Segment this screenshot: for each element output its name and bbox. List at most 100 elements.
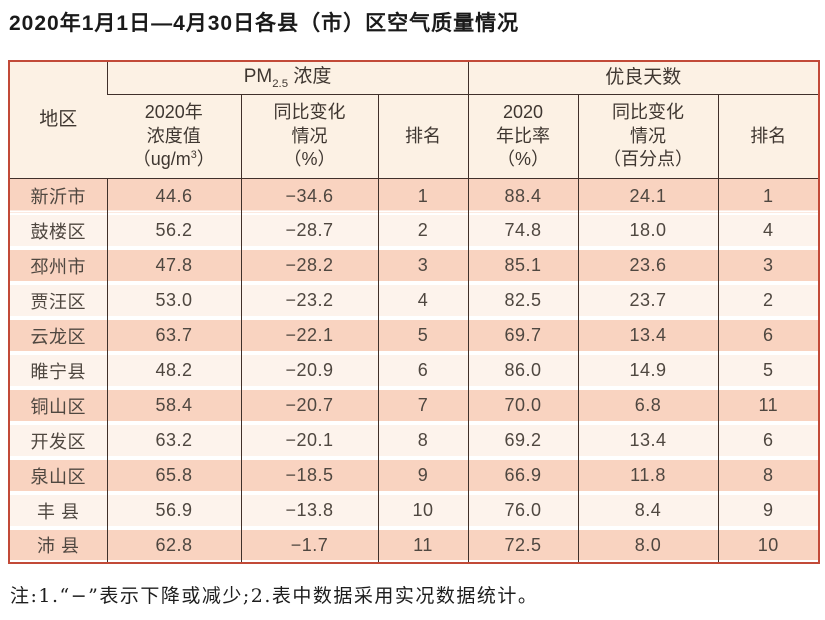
- pm-value-cell: 65.8: [106, 458, 241, 494]
- table-row: 邳州市 47.8 −28.2 3 85.1 23.6 3: [9, 248, 820, 284]
- pm-value-cell: 56.9: [106, 493, 241, 529]
- good-rate-cell: 85.1: [467, 248, 579, 284]
- good-rank-cell: 6: [717, 423, 820, 459]
- region-cell: 泉山区: [9, 458, 107, 494]
- table-header: 地区 PM2.5 浓度 优良天数 2020年 浓度值 （ug/m3） 同比变化 …: [9, 61, 820, 179]
- pm-change-cell: −18.5: [240, 458, 378, 494]
- pm-rank-cell: 7: [377, 388, 469, 424]
- header-pm-value: 2020年 浓度值 （ug/m3）: [107, 94, 241, 179]
- pm-change-cell: −34.6: [240, 178, 378, 214]
- good-change-cell: 23.7: [577, 283, 719, 319]
- pm-value-cell: 58.4: [106, 388, 241, 424]
- table-row: 泉山区 65.8 −18.5 9 66.9 11.8 8: [9, 458, 820, 494]
- pm-change-cell: −28.7: [240, 213, 378, 249]
- header-group-good-days: 优良天数: [467, 61, 820, 95]
- good-change-cell: 11.8: [577, 458, 719, 494]
- pm25-label: PM2.5 浓度: [243, 65, 332, 90]
- pm-value-cell: 48.2: [106, 353, 241, 389]
- pm-value-cell: 62.8: [106, 528, 241, 564]
- pm-change-cell: −23.2: [240, 283, 378, 319]
- good-rate-cell: 82.5: [467, 283, 579, 319]
- pm-value-cell: 63.7: [106, 318, 241, 354]
- header-group-pm25: PM2.5 浓度: [106, 61, 469, 95]
- table-row: 沛 县 62.8 −1.7 11 72.5 8.0 10: [9, 528, 820, 564]
- good-rate-cell: 72.5: [467, 528, 579, 564]
- pm-rank-cell: 11: [377, 528, 469, 564]
- region-cell: 睢宁县: [9, 353, 107, 389]
- good-change-cell: 13.4: [577, 318, 719, 354]
- pm-rank-cell: 9: [377, 458, 469, 494]
- good-rate-cell: 86.0: [467, 353, 579, 389]
- table-row: 铜山区 58.4 −20.7 7 70.0 6.8 11: [9, 388, 820, 424]
- good-rate-cell: 88.4: [467, 178, 579, 214]
- region-cell: 新沂市: [9, 178, 107, 214]
- header-pm-value-unit: （ug/m3）: [132, 148, 215, 169]
- good-change-cell: 18.0: [577, 213, 719, 249]
- region-cell: 铜山区: [9, 388, 107, 424]
- pm-value-cell: 47.8: [106, 248, 241, 284]
- header-pm-change: 同比变化 情况 （%）: [240, 94, 378, 179]
- header-sub-row: 2020年 浓度值 （ug/m3） 同比变化 情况 （%） 排名 2020 年比…: [9, 94, 820, 179]
- pm-rank-cell: 2: [377, 213, 469, 249]
- footnote: 注:1.“−”表示下降或减少;2.表中数据采用实况数据统计。: [10, 585, 539, 608]
- region-cell: 云龙区: [9, 318, 107, 354]
- pm-rank-cell: 6: [377, 353, 469, 389]
- region-cell: 沛 县: [9, 528, 107, 564]
- header-region: 地区: [9, 61, 107, 179]
- pm-value-cell: 56.2: [106, 213, 241, 249]
- good-rank-cell: 10: [717, 528, 820, 564]
- table-row: 开发区 63.2 −20.1 8 69.2 13.4 6: [9, 423, 820, 459]
- pm-rank-cell: 5: [377, 318, 469, 354]
- region-cell: 开发区: [9, 423, 107, 459]
- good-rate-cell: 74.8: [467, 213, 579, 249]
- good-rank-cell: 9: [717, 493, 820, 529]
- good-change-cell: 23.6: [577, 248, 719, 284]
- good-rate-cell: 69.7: [467, 318, 579, 354]
- table-row: 睢宁县 48.2 −20.9 6 86.0 14.9 5: [9, 353, 820, 389]
- region-cell: 邳州市: [9, 248, 107, 284]
- pm-value-cell: 53.0: [106, 283, 241, 319]
- good-change-cell: 8.4: [577, 493, 719, 529]
- good-change-cell: 13.4: [577, 423, 719, 459]
- good-rank-cell: 8: [717, 458, 820, 494]
- header-group-row: 地区 PM2.5 浓度 优良天数: [9, 61, 820, 179]
- table-body: 新沂市 44.6 −34.6 1 88.4 24.1 1 鼓楼区 56.2 −28.7 2 74.8 1…: [9, 178, 820, 564]
- good-rank-cell: 2: [717, 283, 820, 319]
- pm-value-cell: 63.2: [106, 423, 241, 459]
- pm-rank-cell: 4: [377, 283, 469, 319]
- region-cell: 贾汪区: [9, 283, 107, 319]
- pm-value-cell: 44.6: [106, 178, 241, 214]
- good-rank-cell: 5: [717, 353, 820, 389]
- good-change-cell: 14.9: [577, 353, 719, 389]
- good-rate-cell: 76.0: [467, 493, 579, 529]
- pm-change-cell: −1.7: [240, 528, 378, 564]
- good-change-cell: 24.1: [577, 178, 719, 214]
- table-row: 云龙区 63.7 −22.1 5 69.7 13.4 6: [9, 318, 820, 354]
- table-row: 鼓楼区 56.2 −28.7 2 74.8 18.0 4: [9, 213, 820, 249]
- cubic-superscript: 3: [190, 148, 197, 161]
- header-pm-rank: 排名: [377, 94, 469, 179]
- pm-rank-cell: 1: [377, 178, 469, 214]
- table-row: 新沂市 44.6 −34.6 1 88.4 24.1 1: [9, 178, 820, 214]
- page-title: 2020年1月1日—4月30日各县（市）区空气质量情况: [9, 12, 520, 35]
- table-row: 丰 县 56.9 −13.8 10 76.0 8.4 9: [9, 493, 820, 529]
- header-good-rank: 排名: [717, 94, 820, 179]
- good-change-cell: 6.8: [577, 388, 719, 424]
- region-cell: 鼓楼区: [9, 213, 107, 249]
- pm-rank-cell: 3: [377, 248, 469, 284]
- pm-change-cell: −22.1: [240, 318, 378, 354]
- pm-change-cell: −28.2: [240, 248, 378, 284]
- good-rank-cell: 4: [717, 213, 820, 249]
- pm-rank-cell: 10: [377, 493, 469, 529]
- region-cell: 丰 县: [9, 493, 107, 529]
- pm-rank-cell: 8: [377, 423, 469, 459]
- pm-change-cell: −13.8: [240, 493, 378, 529]
- header-good-change: 同比变化 情况 （百分点）: [577, 94, 719, 179]
- good-rate-cell: 69.2: [467, 423, 579, 459]
- good-rank-cell: 6: [717, 318, 820, 354]
- air-quality-table: 地区 PM2.5 浓度 优良天数 2020年 浓度值 （ug/m3） 同比变化 …: [8, 60, 821, 565]
- pm-change-cell: −20.9: [240, 353, 378, 389]
- good-rank-cell: 11: [717, 388, 820, 424]
- header-good-rate: 2020 年比率 （%）: [467, 94, 579, 179]
